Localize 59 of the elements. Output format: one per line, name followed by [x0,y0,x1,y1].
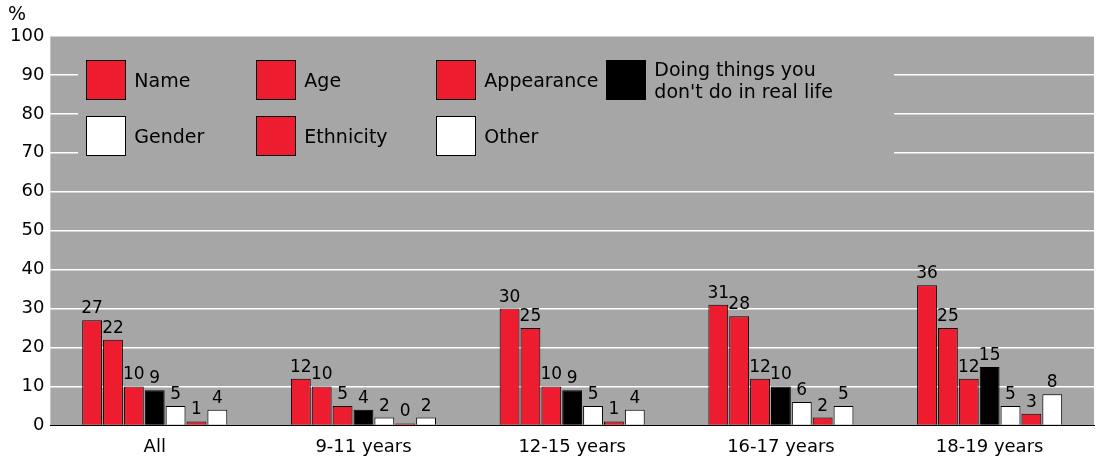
data-label: 6 [796,378,808,399]
data-label: 2 [817,394,829,415]
legend-label: Gender [134,125,205,147]
data-label: 25 [937,304,959,325]
data-label: 4 [358,386,369,407]
legend-label: Name [134,69,191,91]
data-label: 12 [957,355,980,376]
data-label: 1 [608,398,620,419]
legend-label: Other [484,125,539,147]
data-label: 2 [420,394,432,415]
data-label: 5 [337,382,348,403]
x-tick-label: 12-15 years [518,434,626,456]
data-label: 10 [310,363,333,384]
data-label: 10 [123,363,145,384]
data-label: 4 [629,386,641,407]
y-axis-title: % [8,2,27,25]
x-tick-label: 18-19 years [935,434,1044,456]
data-label: 4 [211,386,223,407]
legend-label: Appearance [484,69,599,91]
data-label: 1 [191,398,202,419]
data-label: 31 [707,281,730,302]
y-tick-label: 40 [21,257,45,279]
y-tick-label: 50 [21,218,45,240]
legend-label: Ethnicity [304,125,388,147]
y-tick-label: 0 [32,413,45,435]
y-tick-label: 20 [21,335,45,357]
y-tick-label: 30 [21,296,45,318]
data-label: 30 [498,285,521,306]
y-tick-label: 10 [21,374,45,396]
data-label: 0 [399,400,411,421]
data-label: 10 [770,363,792,384]
legend-label: Age [304,69,342,91]
y-tick-label: 80 [21,101,45,123]
y-tick-label: 60 [21,179,45,201]
data-label: 8 [1046,371,1058,392]
data-label: 9 [566,367,578,388]
data-label: 12 [749,355,771,376]
data-label: 9 [149,367,161,388]
legend-label: Doing things you don't do in real life [654,58,834,102]
x-tick-label: 9-11 years [315,434,412,456]
x-tick-label: All [143,434,166,456]
y-tick-label: 70 [21,140,45,162]
data-label: 15 [978,343,1001,364]
data-label: 5 [1005,382,1016,403]
data-label: 3 [1025,390,1037,411]
data-label: 12 [290,355,312,376]
x-tick-label: 16-17 years [727,434,835,456]
data-label: 5 [838,382,849,403]
data-label: 5 [587,382,599,403]
y-tick-label: 90 [21,62,45,84]
data-label: 10 [540,363,563,384]
data-label: 25 [519,304,542,325]
data-label: 28 [728,293,750,314]
data-label: 27 [81,297,103,318]
y-tick-label: 100 [10,23,45,45]
data-label: 2 [378,394,390,415]
data-label: 22 [102,316,124,337]
data-label: 36 [916,262,938,283]
data-label: 5 [170,382,182,403]
